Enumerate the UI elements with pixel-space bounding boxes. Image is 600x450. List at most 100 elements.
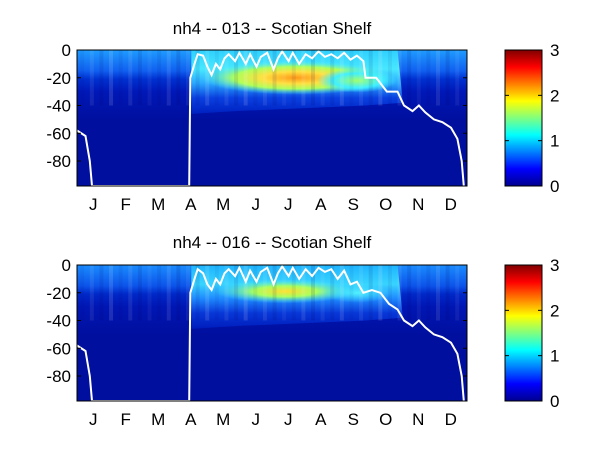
striation [397, 265, 402, 321]
striation [445, 50, 450, 106]
x-tick-label: D [445, 195, 457, 214]
x-tick-label: J [252, 195, 261, 214]
x-tick-label: J [89, 410, 98, 429]
striation [253, 265, 258, 321]
y-tick-label: -40 [46, 97, 71, 116]
x-tick-label: S [348, 195, 359, 214]
x-tick-label: M [216, 195, 230, 214]
white-line-series [77, 265, 465, 401]
striation [359, 265, 364, 321]
x-tick-label: F [121, 195, 131, 214]
striation [89, 265, 94, 321]
striation [205, 50, 210, 106]
x-tick-label: M [216, 410, 230, 429]
striation [243, 265, 248, 321]
striation [128, 50, 133, 106]
x-tick-label: A [315, 410, 327, 429]
striation [272, 50, 277, 106]
striation [166, 50, 171, 106]
striation [147, 50, 152, 106]
x-tick-label: J [89, 195, 98, 214]
colorbar [505, 265, 542, 401]
x-tick-label: J [252, 410, 261, 429]
striation [243, 50, 248, 106]
striation [224, 265, 229, 321]
striation [436, 265, 441, 321]
striation [426, 50, 431, 106]
x-tick-label: A [185, 195, 197, 214]
striation [378, 50, 383, 106]
striation [301, 50, 306, 106]
striation [330, 265, 335, 321]
striation [320, 50, 325, 106]
x-tick-label: M [151, 410, 165, 429]
colorbar-tick-label: 0 [550, 392, 559, 411]
x-tick-label: J [284, 195, 293, 214]
striation [349, 265, 354, 321]
striation [205, 265, 210, 321]
striation [118, 265, 123, 321]
x-tick-label: M [151, 195, 165, 214]
y-tick-label: -20 [46, 284, 71, 303]
striation [407, 265, 412, 321]
striation [368, 265, 373, 321]
striation [291, 265, 296, 321]
striation [416, 50, 421, 106]
fall-maximum [321, 282, 392, 303]
striation [436, 50, 441, 106]
y-tick-label: -80 [46, 367, 71, 386]
striation [397, 50, 402, 106]
heatmap-panel-bottom: nh4 -- 016 -- Scotian Shelf 0 -20 -40 -60 -80… [46, 233, 559, 429]
y-tick-label: -60 [46, 124, 71, 143]
y-tick-label: -80 [46, 152, 71, 171]
striation [407, 50, 412, 106]
y-tick-label: -20 [46, 69, 71, 88]
striation [291, 50, 296, 106]
striation [282, 265, 287, 321]
x-tick-label: J [284, 410, 293, 429]
striation [147, 265, 152, 321]
striation [234, 50, 239, 106]
striation [262, 265, 267, 321]
striation [176, 50, 181, 106]
y-tick-label: -60 [46, 339, 71, 358]
striation [455, 265, 460, 321]
striation [387, 50, 392, 106]
heatmap-field [77, 265, 467, 401]
striation [118, 50, 123, 106]
colorbar-tick-label: 1 [550, 132, 559, 151]
striation [349, 50, 354, 106]
colorbar-tick-label: 0 [550, 177, 559, 196]
heatmap-field [77, 50, 467, 186]
striation [176, 265, 181, 321]
x-tick-label: D [445, 410, 457, 429]
colorbar-tick-label: 2 [550, 86, 559, 105]
striation [330, 50, 335, 106]
striation [445, 265, 450, 321]
x-tick-label: N [412, 410, 424, 429]
colorbar-tick-label: 3 [550, 256, 559, 275]
striation [166, 265, 171, 321]
y-tick-label: -40 [46, 312, 71, 331]
fall-maximum [316, 68, 397, 93]
striation [137, 265, 142, 321]
striation [359, 50, 364, 106]
x-tick-label: F [121, 410, 131, 429]
plot-frame [76, 49, 468, 187]
striation [214, 265, 219, 321]
striation [426, 265, 431, 321]
striation [80, 50, 85, 106]
striation [224, 50, 229, 106]
x-tick-label: O [379, 410, 392, 429]
striation [157, 265, 162, 321]
striation [195, 265, 200, 321]
striation [301, 265, 306, 321]
colorbar-frame [504, 49, 543, 187]
colorbar-tick-label: 1 [550, 347, 559, 366]
striation [157, 50, 162, 106]
plot-frame [76, 264, 468, 402]
striation [320, 265, 325, 321]
striation [137, 50, 142, 106]
striation [339, 265, 344, 321]
